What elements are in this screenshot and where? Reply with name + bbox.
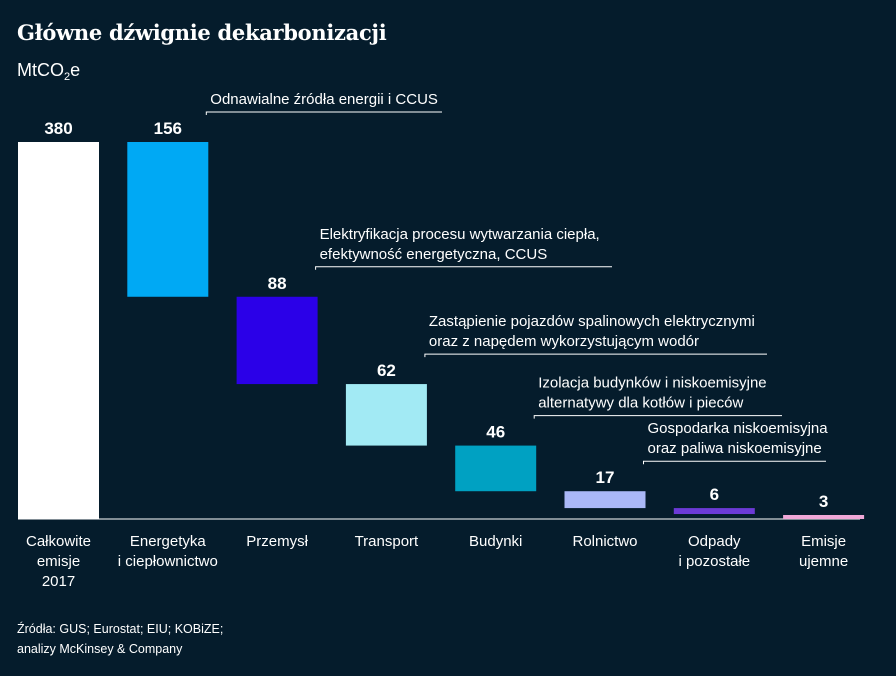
value-label: 88 (268, 274, 287, 293)
annotation-text: Gospodarka niskoemisyjna (648, 420, 829, 437)
value-label: 6 (710, 485, 719, 504)
value-label: 3 (819, 492, 828, 511)
annotation-bracket (424, 353, 767, 358)
bar (345, 384, 427, 446)
bar (455, 445, 537, 492)
category-label: Energetyka (130, 533, 207, 550)
unit-label: MtCO2e (17, 60, 81, 83)
annotation-text: efektywność energetyczna, CCUS (320, 246, 548, 263)
category-label: Przemysł (246, 533, 308, 550)
category-label: Emisje (801, 533, 846, 550)
chart-title: Główne dźwignie dekarbonizacji (17, 20, 387, 45)
category-label: Odpady (688, 533, 741, 550)
bar (783, 515, 865, 519)
annotation-text: Odnawialne źródła energii i CCUS (210, 91, 438, 108)
category-label: Rolnictwo (572, 533, 637, 550)
category-label: 2017 (42, 573, 75, 590)
category-label: ujemne (799, 553, 848, 570)
bar (236, 296, 318, 385)
bar (18, 142, 99, 519)
annotation-text: Zastąpienie pojazdów spalinowych elektry… (429, 313, 755, 330)
category-label: Transport (355, 533, 419, 550)
annotation-text: oraz z napędem wykorzystującym wodór (429, 333, 699, 350)
annotation-text: Izolacja budynków i niskoemisyjne (538, 375, 766, 392)
annotation-bracket (315, 266, 612, 270)
bar (564, 491, 646, 509)
category-label: i pozostałe (678, 553, 750, 570)
source-note: Źródła: GUS; Eurostat; EIU; KOBiZE; anal… (17, 619, 317, 659)
annotation-bracket (205, 111, 442, 115)
source-line: Źródła: GUS; Eurostat; EIU; KOBiZE; (17, 622, 224, 636)
category-label: Budynki (469, 533, 522, 550)
annotation-text: oraz paliwa niskoemisyjne (648, 440, 822, 457)
category-label: i ciepłownictwo (118, 553, 218, 570)
annotation-text: Elektryfikacja procesu wytwarzania ciepł… (320, 226, 600, 243)
value-label: 17 (596, 468, 615, 487)
value-label: 46 (486, 423, 505, 442)
annotation-bracket (643, 460, 826, 465)
category-label: Całkowite (26, 533, 91, 550)
bar (127, 142, 209, 297)
annotation-text: alternatywy dla kotłów i pieców (538, 395, 743, 412)
value-label: 380 (44, 119, 72, 138)
value-label: 156 (154, 119, 182, 138)
value-label: 62 (377, 361, 396, 380)
category-label: emisje (37, 553, 80, 570)
source-line: analizy McKinsey & Company (17, 642, 183, 656)
bar (673, 508, 755, 515)
annotation-bracket (533, 415, 782, 419)
